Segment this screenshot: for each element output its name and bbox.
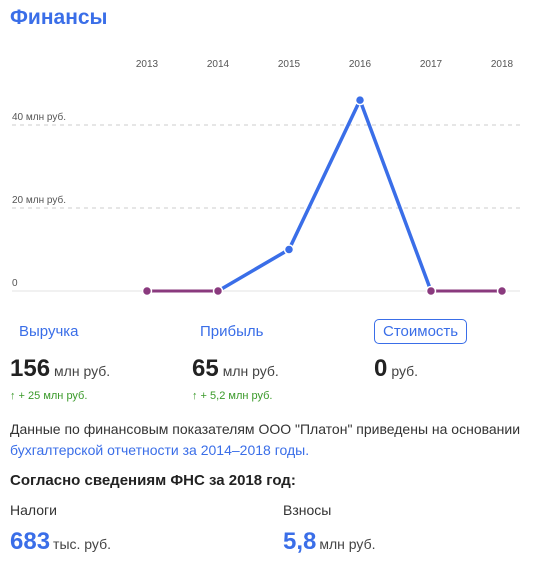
contributions-label: Взносы [283, 502, 332, 518]
taxes-unit: тыс. руб. [53, 536, 111, 552]
x-tick-label: 2016 [349, 59, 372, 70]
data-point [283, 244, 295, 255]
finance-line-chart: 2013 2014 2015 2016 2017 2018 40 млн руб. 20 мл… [12, 59, 520, 297]
contributions-value: 5,8 [283, 528, 317, 555]
data-point [496, 285, 508, 297]
x-tick-label: 2018 [491, 59, 514, 70]
profit-delta: ↑ + 5,2 млн руб. [192, 390, 273, 402]
data-point [354, 94, 366, 106]
source-note-link[interactable]: бухгалтерской отчетности за 2014–2018 го… [10, 442, 310, 458]
metric-revenue-value: 156 [10, 355, 51, 382]
tab-revenue[interactable]: Выручка [19, 323, 79, 340]
metric-revenue-unit: млн руб. [54, 363, 111, 379]
source-note-text: Данные по финансовым показателям ООО "Пл… [10, 421, 521, 437]
fns-heading: Согласно сведениям ФНС за 2018 год: [10, 472, 296, 489]
metric-profit: 65 млн руб. [192, 355, 279, 383]
x-tick-label: 2013 [136, 59, 159, 70]
contributions-unit: млн руб. [319, 536, 376, 552]
data-point [212, 285, 224, 297]
metric-profit-value: 65 [192, 355, 219, 382]
y-tick-label: 40 млн руб. [12, 111, 66, 123]
metric-value: 0 руб. [374, 355, 418, 383]
series-line-segment [358, 98, 433, 293]
section-title: Финансы [10, 6, 108, 29]
contributions-amount: 5,8 млн руб. [283, 528, 375, 556]
taxes-amount: 683 тыс. руб. [10, 528, 111, 556]
series-line-segment [287, 98, 362, 252]
tab-value[interactable]: Стоимость [374, 319, 468, 344]
metric-value-unit: руб. [391, 363, 419, 379]
x-tick-label: 2017 [420, 59, 443, 70]
metric-value-value: 0 [374, 355, 388, 382]
source-note: Данные по финансовым показателям ООО "Пл… [10, 419, 530, 461]
taxes-value: 683 [10, 528, 51, 555]
revenue-delta: ↑ + 25 млн руб. [10, 390, 88, 402]
y-tick-label: 0 [12, 278, 18, 289]
metric-revenue: 156 млн руб. [10, 355, 110, 383]
tab-profit[interactable]: Прибыль [200, 323, 264, 340]
data-point [141, 285, 153, 297]
y-tick-label: 20 млн руб. [12, 194, 66, 206]
data-point [425, 285, 437, 297]
x-tick-label: 2014 [207, 59, 230, 70]
metric-profit-unit: млн руб. [222, 363, 279, 379]
series-line-segment [216, 247, 291, 293]
taxes-label: Налоги [10, 502, 57, 518]
x-tick-label: 2015 [278, 59, 301, 70]
